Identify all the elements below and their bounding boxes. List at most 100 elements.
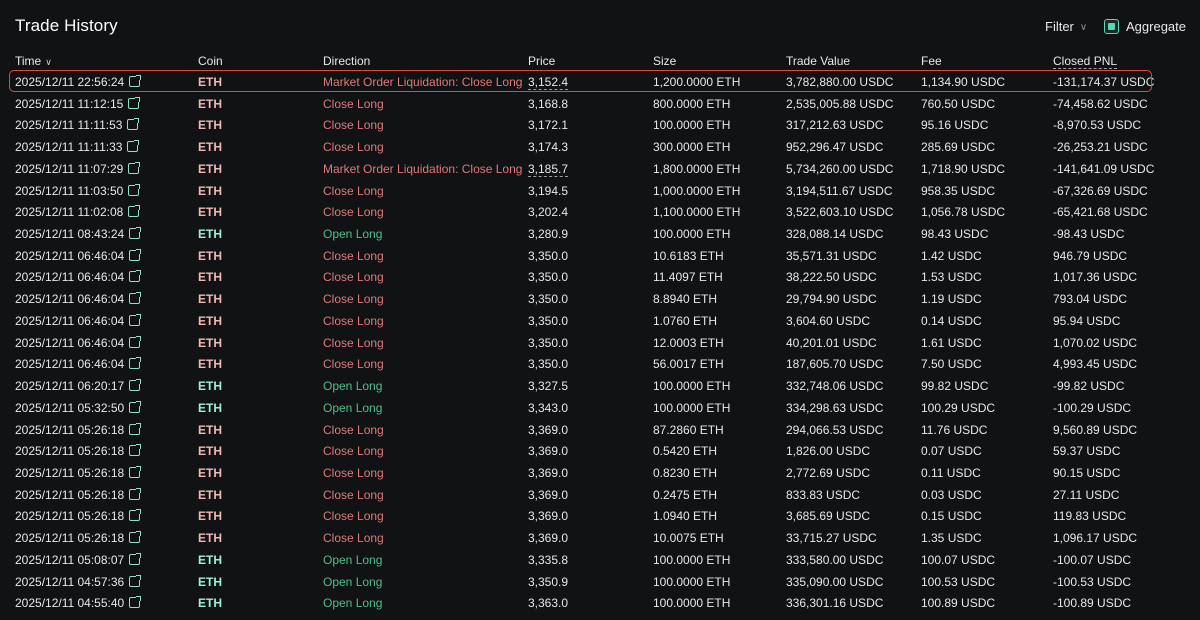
external-link-icon[interactable] [129,400,142,413]
coin-cell[interactable]: ETH [198,400,222,415]
fee-cell: 7.50 USDC [921,357,982,372]
coin-cell[interactable]: ETH [198,313,222,328]
coin-cell[interactable]: ETH [198,357,222,372]
table-row[interactable]: 2025/12/11 05:26:18 ETH Close Long 3,369.0 0… [0,440,1200,462]
external-link-icon[interactable] [129,357,142,370]
external-link-icon[interactable] [128,96,141,109]
table-row[interactable]: 2025/12/11 04:57:36 ETH Open Long 3,350.9 10… [0,571,1200,593]
external-link-icon[interactable] [129,465,142,478]
coin-cell[interactable]: ETH [198,509,222,524]
coin-cell[interactable]: ETH [198,183,222,198]
table-row[interactable]: 2025/12/11 11:11:33 ETH Close Long 3,174.3 3… [0,136,1200,158]
external-link-icon[interactable] [129,574,142,587]
time-text: 2025/12/11 05:26:18 [15,531,125,546]
table-row[interactable]: 2025/12/11 05:26:18 ETH Close Long 3,369.0 0… [0,462,1200,484]
price-cell: 3,168.8 [528,96,569,111]
coin-cell[interactable]: ETH [198,531,222,546]
external-link-icon[interactable] [127,140,140,153]
external-link-icon[interactable] [129,596,142,609]
coin-cell[interactable]: ETH [198,270,222,285]
price-cell: 3,350.0 [528,270,569,285]
coin-cell[interactable]: ETH [198,465,222,480]
fee-cell: 95.16 USDC [921,118,989,133]
coin-cell[interactable]: ETH [198,140,222,155]
filter-dropdown[interactable]: Filter ∨ [1045,19,1087,34]
time-text: 2025/12/11 08:43:24 [15,227,125,242]
table-row[interactable]: 2025/12/11 11:12:15 ETH Close Long 3,168.8 8… [0,93,1200,115]
external-link-icon[interactable] [129,313,142,326]
external-link-icon[interactable] [129,75,142,87]
coin-cell[interactable]: ETH [198,205,222,220]
fee-cell: 100.29 USDC [921,400,996,415]
external-link-icon[interactable] [129,531,142,544]
aggregate-checkbox[interactable] [1104,19,1119,34]
external-link-icon[interactable] [129,292,142,305]
table-row[interactable]: 2025/12/11 06:46:04 ETH Close Long 3,350.0 1… [0,310,1200,332]
table-row[interactable]: 2025/12/11 11:02:08 ETH Close Long 3,202.4 1… [0,201,1200,223]
external-link-icon[interactable] [129,444,142,457]
coin-cell[interactable]: ETH [198,379,222,394]
coin-cell[interactable]: ETH [198,335,222,350]
coin-cell[interactable]: ETH [198,487,222,502]
column-header-time[interactable]: Time ∨ [15,54,52,68]
coin-cell[interactable]: ETH [198,422,222,437]
table-row[interactable]: 2025/12/11 08:43:24 ETH Open Long 3,280.9 10… [0,223,1200,245]
trade-value-cell: 3,194,511.67 USDC [786,183,893,198]
external-link-icon[interactable] [129,509,142,522]
table-row[interactable]: 2025/12/11 22:56:24 ETH Market Order Liqui… [0,71,1200,93]
coin-cell[interactable]: ETH [198,552,222,567]
coin-cell[interactable]: ETH [198,574,222,589]
table-row[interactable]: 2025/12/11 06:20:17 ETH Open Long 3,327.5 10… [0,375,1200,397]
coin-cell[interactable]: ETH [198,161,222,176]
table-row[interactable]: 2025/12/11 05:26:18 ETH Close Long 3,369.0 1… [0,527,1200,549]
aggregate-label[interactable]: Aggregate [1126,19,1186,34]
coin-cell[interactable]: ETH [198,292,222,307]
time-text: 2025/12/11 06:46:04 [15,313,125,328]
column-header-closed-pnl[interactable]: Closed PNL [1053,54,1118,69]
coin-cell[interactable]: ETH [198,118,222,133]
coin-cell[interactable]: ETH [198,248,222,263]
trade-value-cell: 317,212.63 USDC [786,118,884,133]
direction-cell: Close Long [323,118,384,133]
external-link-icon[interactable] [129,422,142,435]
table-row[interactable]: 2025/12/11 11:11:53 ETH Close Long 3,172.1 1… [0,114,1200,136]
external-link-icon[interactable] [129,227,142,240]
external-link-icon[interactable] [129,379,142,392]
table-row[interactable]: 2025/12/11 06:46:04 ETH Close Long 3,350.0 1… [0,266,1200,288]
external-link-icon[interactable] [129,270,142,283]
table-row[interactable]: 2025/12/11 06:46:04 ETH Close Long 3,350.0 5… [0,353,1200,375]
table-row[interactable]: 2025/12/11 05:26:18 ETH Close Long 3,369.0 8… [0,419,1200,441]
table-row[interactable]: 2025/12/11 11:07:29 ETH Market Order Liqui… [0,158,1200,180]
coin-cell[interactable]: ETH [198,444,222,459]
external-link-icon[interactable] [129,335,142,348]
table-row[interactable]: 2025/12/11 11:03:50 ETH Close Long 3,194.5 1… [0,180,1200,202]
table-row[interactable]: 2025/12/11 06:46:04 ETH Close Long 3,350.0 1… [0,245,1200,267]
external-link-icon[interactable] [128,205,141,218]
table-row[interactable]: 2025/12/11 05:08:07 ETH Open Long 3,335.8 10… [0,549,1200,571]
price-cell[interactable]: 3,152.4 [528,75,569,90]
table-row[interactable]: 2025/12/11 06:46:04 ETH Close Long 3,350.0 1… [0,332,1200,354]
external-link-icon[interactable] [127,118,140,131]
price-cell: 3,343.0 [528,400,569,415]
coin-cell[interactable]: ETH [198,75,222,89]
external-link-icon[interactable] [129,487,142,500]
table-row[interactable]: 2025/12/11 06:46:04 ETH Close Long 3,350.0 8… [0,288,1200,310]
external-link-icon[interactable] [129,248,142,261]
trade-value-cell: 3,604.60 USDC [786,313,871,328]
price-cell[interactable]: 3,185.7 [528,161,569,177]
time-cell: 2025/12/11 22:56:24 [15,75,142,89]
table-row[interactable]: 2025/12/11 05:32:50 ETH Open Long 3,343.0 10… [0,397,1200,419]
size-cell: 100.0000 ETH [653,596,731,611]
coin-cell[interactable]: ETH [198,227,222,242]
coin-cell[interactable]: ETH [198,96,222,111]
table-row[interactable]: 2025/12/11 05:26:18 ETH Close Long 3,369.0 0… [0,484,1200,506]
trade-value-cell: 328,088.14 USDC [786,227,884,242]
table-row[interactable]: 2025/12/11 04:55:40 ETH Open Long 3,363.0 10… [0,592,1200,614]
external-link-icon[interactable] [128,161,141,174]
external-link-icon[interactable] [129,552,142,565]
external-link-icon[interactable] [128,183,141,196]
table-row[interactable]: 2025/12/11 05:26:18 ETH Close Long 3,369.0 1… [0,505,1200,527]
coin-cell[interactable]: ETH [198,596,222,611]
sort-chevron-icon[interactable]: ∨ [45,57,52,67]
fee-cell: 0.15 USDC [921,509,982,524]
